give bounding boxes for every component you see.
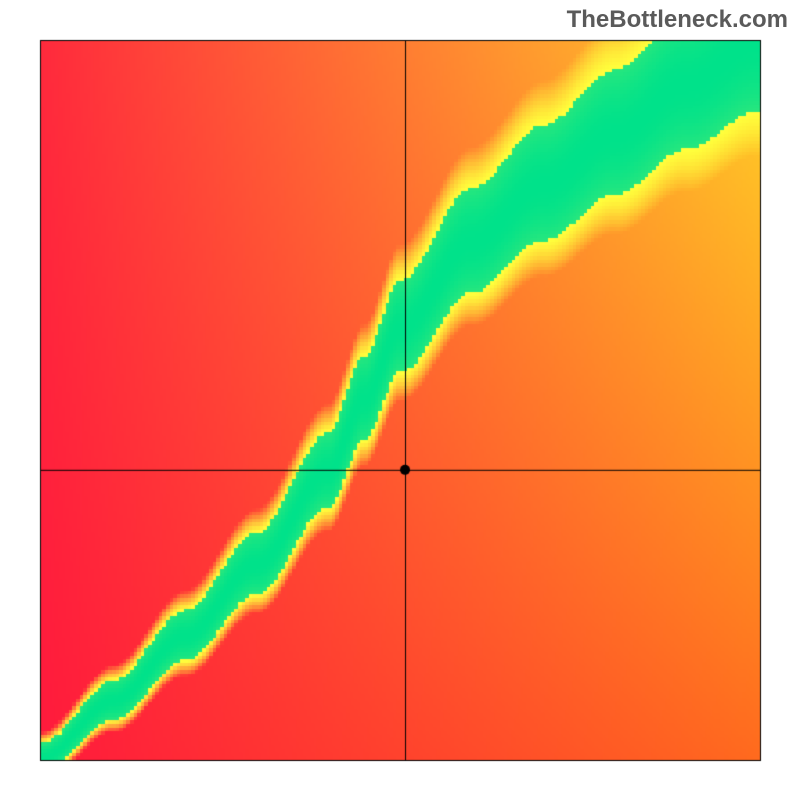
watermark-label: TheBottleneck.com: [567, 6, 788, 34]
chart-container: TheBottleneck.com: [0, 0, 800, 800]
bottleneck-heatmap-canvas: [0, 0, 800, 800]
